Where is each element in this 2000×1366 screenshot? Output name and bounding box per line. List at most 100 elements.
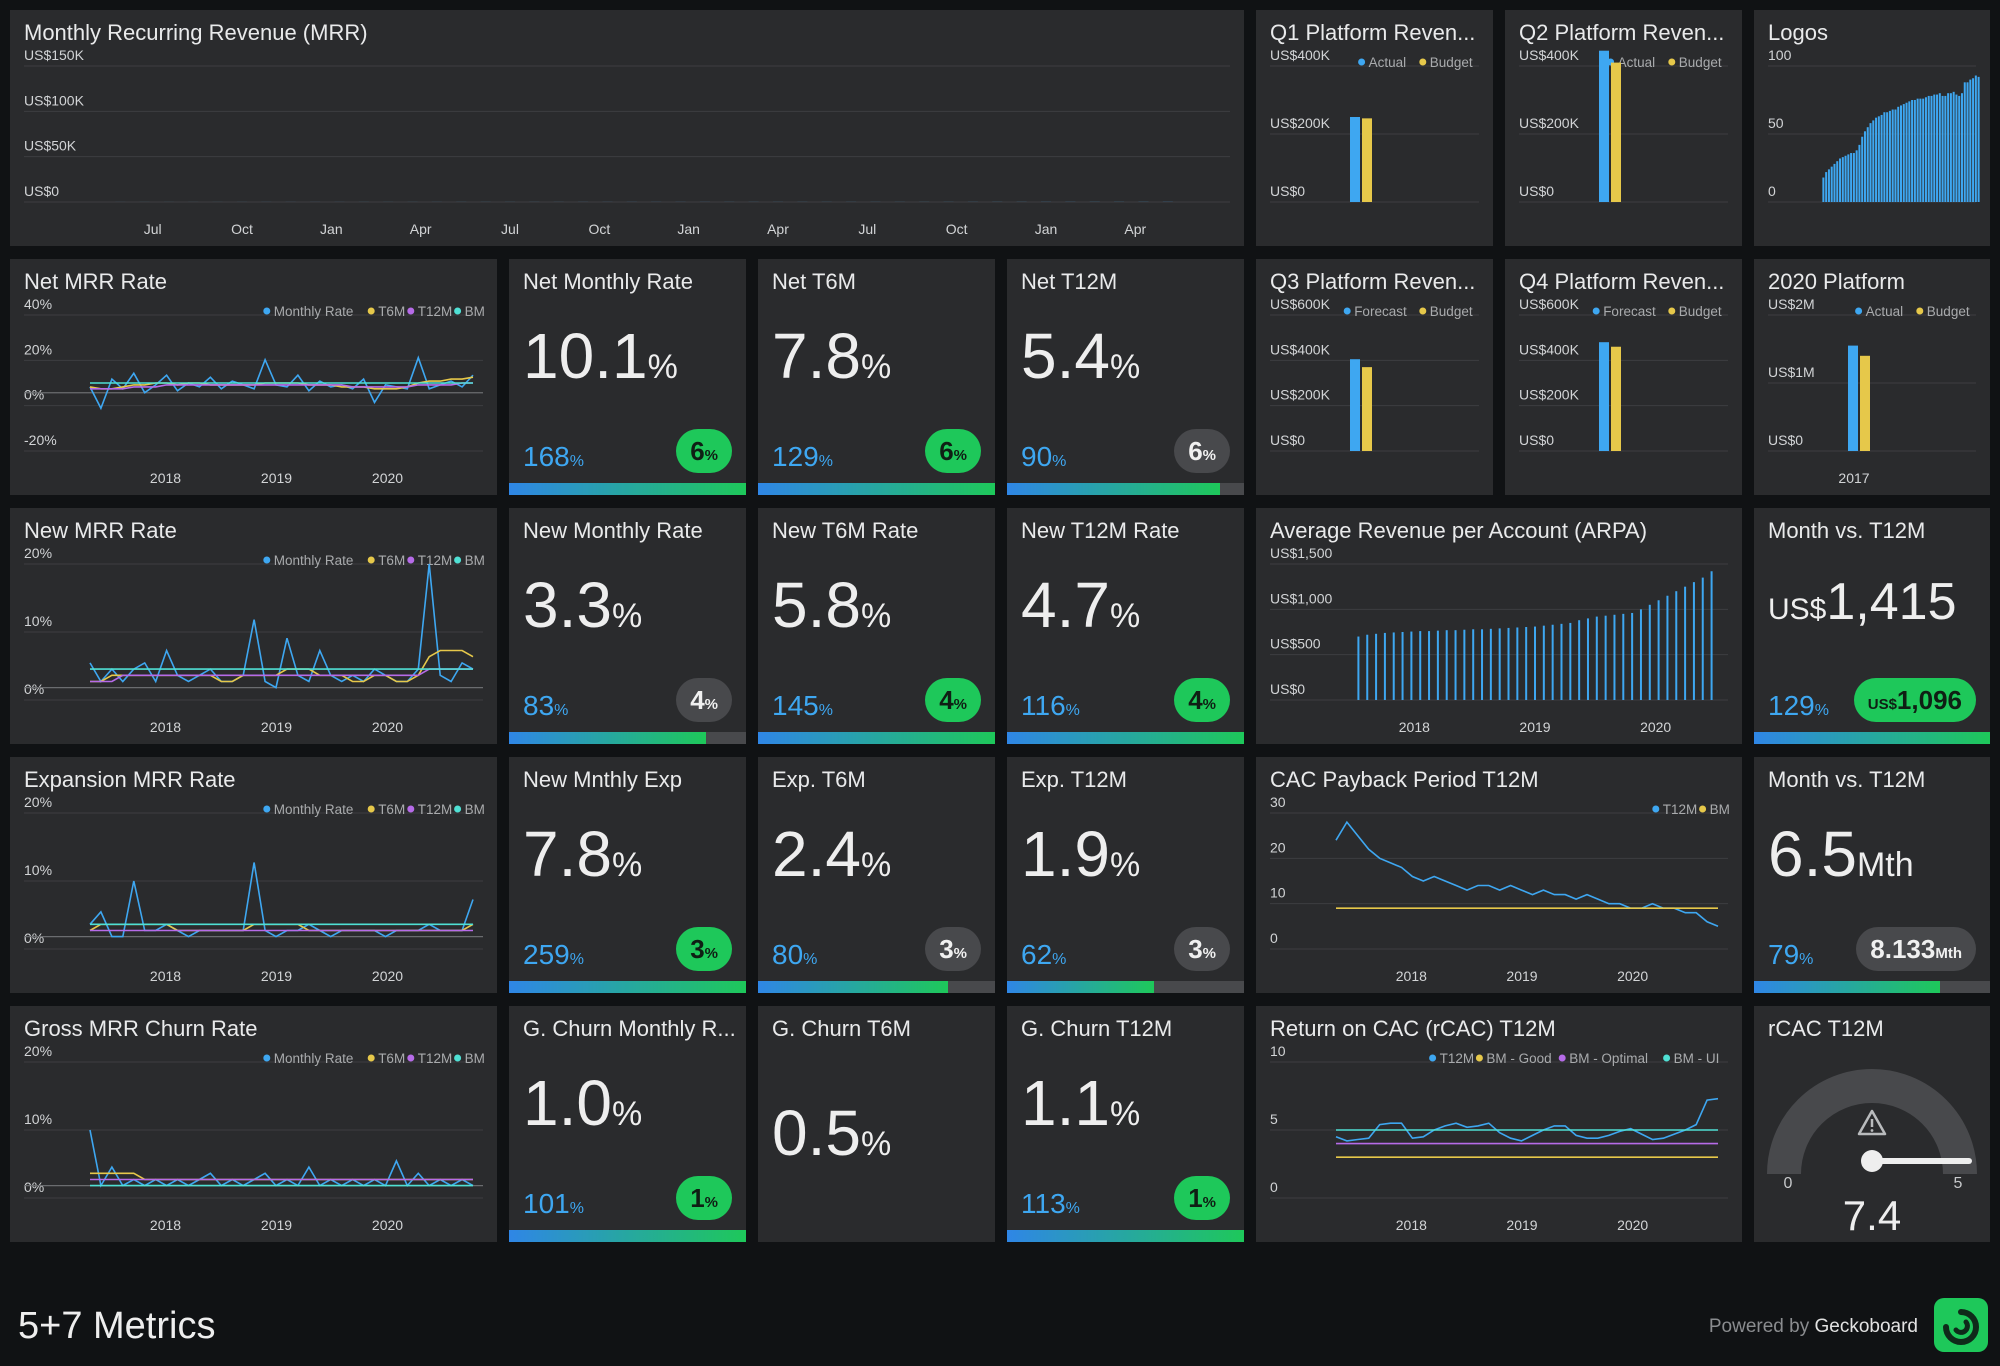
- progress-bar: [758, 732, 995, 744]
- y-tick-label: US$400K: [1270, 47, 1331, 63]
- geckoboard-logo-icon[interactable]: [1934, 1298, 1988, 1352]
- metric-value: 1.9%: [1021, 818, 1141, 890]
- widget-title: G. Churn T12M: [1021, 1016, 1173, 1041]
- goal-badge: 3%: [676, 927, 732, 971]
- x-tick-label: 2018: [150, 1217, 181, 1233]
- bar: [1833, 163, 1836, 202]
- legend-label: Monthly Rate: [274, 304, 354, 319]
- widget-title: Month vs. T12M: [1768, 767, 1926, 792]
- legend-swatch: [407, 805, 415, 813]
- comparison-percent: 129%: [772, 441, 833, 472]
- bar: [1611, 346, 1621, 451]
- new-rate-chart: 0% 10% 20% BM T12M T6M Monthly Rate 2018 2019 202…: [24, 545, 485, 735]
- y-tick-label: 20%: [24, 545, 52, 561]
- bar: [1436, 630, 1439, 700]
- bar: [1847, 154, 1850, 202]
- bar: [1936, 94, 1939, 202]
- y-tick-label: US$50K: [24, 138, 77, 154]
- bar: [1949, 93, 1952, 202]
- exp-t12m-widget: Exp. T12M 1.9% 62% 3%: [1007, 757, 1244, 993]
- legend-swatch: [454, 1054, 462, 1062]
- bar: [1595, 616, 1598, 700]
- legend-swatch: [263, 307, 271, 315]
- bar: [1599, 50, 1609, 203]
- y-tick-label: 5: [1270, 1111, 1278, 1127]
- comparison-percent: 113%: [1021, 1188, 1080, 1219]
- x-tick-label: Apr: [410, 221, 432, 237]
- arpa-widget: Average Revenue per Account (ARPA) US$0 U…: [1256, 508, 1742, 744]
- bar: [1445, 630, 1448, 700]
- cac-payback-chart: 0 10 20 30 BM T12M 2018 2019 2020: [1270, 794, 1730, 984]
- y-tick-label: 10%: [24, 1111, 52, 1127]
- series-line: [89, 862, 474, 938]
- bar: [1362, 118, 1372, 202]
- legend-swatch: [263, 805, 271, 813]
- bar: [1350, 359, 1360, 451]
- x-tick-label: 2019: [1506, 968, 1537, 984]
- progress-bar: [509, 1230, 746, 1242]
- legend-label: Budget: [1679, 55, 1722, 70]
- bar: [1839, 158, 1842, 202]
- y-tick-label: 40%: [24, 296, 52, 312]
- series-line: [1335, 1097, 1719, 1142]
- net-rate-chart: -20% 0% 20% 40% BM T12M T6M Monthly Rate 2018 201…: [24, 296, 485, 486]
- bar: [1362, 367, 1372, 451]
- bar: [1908, 101, 1911, 202]
- bar: [1916, 98, 1919, 202]
- bar: [1463, 629, 1466, 700]
- rcac-gauge-widget: rCAC T12M 0 5 7.4: [1754, 1006, 1990, 1242]
- bar: [1860, 355, 1870, 451]
- bar: [1877, 116, 1880, 202]
- bar: [1366, 634, 1369, 700]
- bar: [1883, 112, 1886, 202]
- bar: [1383, 632, 1386, 700]
- new-monthly-widget: New Monthly Rate 3.3% 83% 4%: [509, 508, 746, 744]
- net-t6m-widget: Net T6M 7.8% 129% 6%: [758, 259, 995, 495]
- bar: [1419, 631, 1422, 700]
- metric-value: 7.8%: [772, 320, 892, 392]
- series-line: [90, 668, 473, 683]
- y-tick-label: US$150K: [24, 47, 85, 63]
- series-line: [89, 923, 474, 932]
- x-tick-label: Jul: [501, 221, 519, 237]
- bar: [1894, 109, 1897, 202]
- bar: [1852, 153, 1855, 202]
- metric-value: 4.7%: [1021, 569, 1141, 641]
- rcac-chart: 0 5 10 BM - UI BM - Optimal BM - Good T12M 2018…: [1270, 1043, 1728, 1233]
- metric-value: US$1,415: [1768, 573, 1957, 631]
- y-tick-label: 100: [1768, 47, 1792, 63]
- gauge-needle-hub: [1861, 1150, 1883, 1172]
- legend-swatch: [263, 556, 271, 564]
- x-tick-label: 2018: [1396, 968, 1427, 984]
- gauge-max-label: 5: [1954, 1175, 1963, 1192]
- churn-t12m-widget: G. Churn T12M 1.1% 113% 1%: [1007, 1006, 1244, 1242]
- month-vs-t12m-arpa-widget: Month vs. T12M US$1,415 129% US$1,096: [1754, 508, 1990, 744]
- goal-badge: 4%: [676, 678, 732, 722]
- x-tick-label: Jan: [1035, 221, 1058, 237]
- legend-label: T12M: [418, 802, 453, 817]
- bar: [1489, 628, 1492, 700]
- x-tick-label: Jan: [320, 221, 343, 237]
- progress-bar: [1754, 981, 1990, 993]
- x-tick-label: Jul: [858, 221, 876, 237]
- powered-by[interactable]: Powered by Geckoboard: [1708, 1316, 1918, 1337]
- new-monthly-exp-widget: New Mnthly Exp 7.8% 259% 3%: [509, 757, 746, 993]
- goal-badge: 6%: [925, 429, 981, 473]
- legend-label: BM: [465, 553, 485, 568]
- legend-swatch: [454, 556, 462, 564]
- y-tick-label: 10: [1270, 885, 1286, 901]
- q3-chart: US$0 US$200K US$400K US$600K Budget Forecast: [1270, 296, 1479, 452]
- month-vs-t12m-cac-widget: Month vs. T12M 6.5Mth 79% 8.133Mth: [1754, 757, 1990, 993]
- y-tick-label: US$400K: [1519, 341, 1580, 357]
- bar: [1710, 571, 1713, 700]
- bar: [1974, 75, 1977, 202]
- legend-swatch: [1663, 1054, 1671, 1062]
- bar: [1866, 127, 1869, 202]
- bar: [1692, 582, 1695, 700]
- y-tick-label: US$1,500: [1270, 545, 1332, 561]
- legend-label: T12M: [418, 553, 453, 568]
- bar: [1900, 105, 1902, 202]
- bar: [1551, 624, 1554, 700]
- widget-title: New Monthly Rate: [523, 518, 703, 543]
- x-tick-label: 2019: [1519, 719, 1550, 735]
